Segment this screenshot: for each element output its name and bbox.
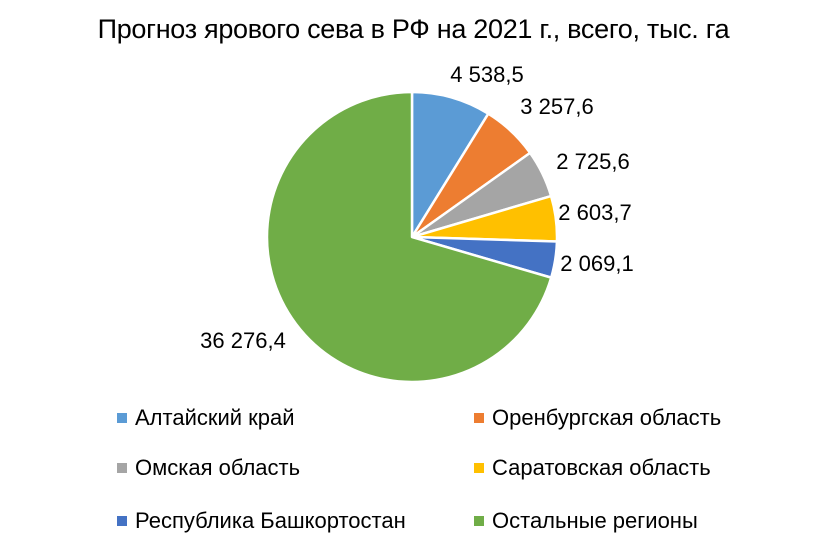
pie-data-label: 2 069,1 <box>560 251 633 276</box>
legend-label: Алтайский край <box>135 405 295 430</box>
pie-slice <box>410 90 490 239</box>
legend-item: Омская область <box>117 455 300 481</box>
legend-label: Саратовская область <box>492 455 711 480</box>
legend-item: Оренбургская область <box>474 405 721 431</box>
legend-label: Республика Башкортостан <box>135 508 406 533</box>
pie-data-label: 2 603,7 <box>558 200 631 225</box>
pie-slice <box>265 90 553 384</box>
legend-label: Оренбургская область <box>492 405 722 430</box>
legend-swatch <box>117 516 127 526</box>
legend-swatch <box>117 413 127 423</box>
legend-item: Остальные регионы <box>474 508 698 534</box>
chart-title: Прогноз ярового сева в РФ на 2021 г., вс… <box>97 14 730 44</box>
legend-swatch <box>474 413 484 423</box>
legend-swatch <box>474 463 484 473</box>
legend-swatch <box>474 516 484 526</box>
pie-data-label: 4 538,5 <box>450 62 523 87</box>
legend-item: Республика Башкортостан <box>117 508 406 534</box>
legend-label: Остальные регионы <box>492 508 698 533</box>
legend-item: Саратовская область <box>474 455 711 481</box>
pie-data-label: 3 257,6 <box>520 94 593 119</box>
pie-data-label: 36 276,4 <box>200 328 286 353</box>
pie-data-label: 2 725,6 <box>556 149 629 174</box>
legend-item: Алтайский край <box>117 405 295 431</box>
legend-swatch <box>117 463 127 473</box>
legend-label: Омская область <box>135 455 301 480</box>
